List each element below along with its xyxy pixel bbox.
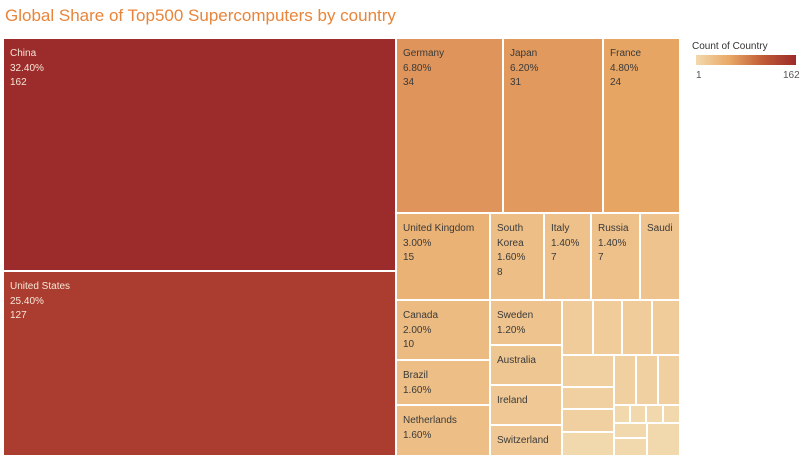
treemap-cell-small[interactable] bbox=[562, 409, 614, 432]
treemap-label-count: 7 bbox=[598, 252, 604, 263]
treemap-label-count: 31 bbox=[510, 77, 522, 88]
legend-max-label: 162 bbox=[783, 70, 800, 81]
treemap-cell-label: United Kingdom 3.00% 15 bbox=[403, 222, 474, 266]
treemap-cell-small[interactable] bbox=[630, 405, 646, 423]
treemap-label-name: Brazil bbox=[403, 370, 429, 381]
treemap-cell-germany[interactable]: Germany 6.80% 34 bbox=[396, 38, 503, 213]
treemap-cell-small[interactable] bbox=[562, 387, 614, 409]
treemap-label-count: 8 bbox=[497, 266, 503, 278]
treemap-label-name: Canada bbox=[403, 310, 439, 321]
treemap-cell-australia[interactable]: Australia bbox=[490, 345, 562, 385]
treemap-label-name: China bbox=[10, 48, 37, 59]
color-legend: Count of Country 1 162 bbox=[692, 41, 804, 81]
treemap-cell-label: South Korea 1.60% 8 bbox=[497, 222, 525, 280]
treemap-label-name: United Kingdom bbox=[403, 223, 475, 234]
treemap-label-share: 1.60% bbox=[403, 384, 432, 396]
treemap-label-share: 1.40% bbox=[598, 237, 627, 249]
treemap-label-name: Germany bbox=[403, 48, 445, 59]
treemap-label-count: 24 bbox=[610, 77, 622, 88]
treemap-cell-label: Canada 2.00% 10 bbox=[403, 309, 438, 353]
treemap-cell-united-kingdom[interactable]: United Kingdom 3.00% 15 bbox=[396, 213, 490, 300]
treemap-label-count: 34 bbox=[403, 77, 415, 88]
treemap-label-count: 162 bbox=[10, 77, 27, 88]
treemap-cell-label: Germany 6.80% 34 bbox=[403, 47, 444, 91]
treemap-cell-small[interactable] bbox=[562, 300, 593, 355]
treemap-label-name: United States bbox=[10, 281, 71, 292]
treemap-label-share: 2.00% bbox=[403, 324, 432, 336]
treemap-cell-small[interactable] bbox=[658, 355, 680, 405]
treemap-cell-label: China 32.40% 162 bbox=[10, 47, 44, 91]
treemap-label-share: 1.40% bbox=[551, 237, 580, 249]
treemap-cell-brazil[interactable]: Brazil 1.60% bbox=[396, 360, 490, 405]
treemap-label-name: Japan bbox=[510, 48, 538, 59]
treemap-label-name: South Korea bbox=[497, 223, 524, 249]
treemap-cell-small[interactable] bbox=[562, 355, 614, 387]
treemap-cell-south-korea[interactable]: South Korea 1.60% 8 bbox=[490, 213, 544, 300]
treemap-cell-label: Sweden 1.20% bbox=[497, 309, 533, 338]
treemap-label-share: 6.80% bbox=[403, 62, 432, 74]
treemap-label-name: Switzerland bbox=[497, 435, 549, 446]
treemap-cell-small[interactable] bbox=[663, 405, 680, 423]
treemap-label-name: Australia bbox=[497, 355, 536, 366]
treemap-cell-small[interactable] bbox=[562, 432, 614, 456]
treemap-label-name: Sweden bbox=[497, 310, 534, 321]
treemap-label-count: 10 bbox=[403, 339, 415, 350]
treemap-cell-small[interactable] bbox=[646, 405, 663, 423]
treemap-cell-small[interactable] bbox=[622, 300, 652, 355]
legend-min-label: 1 bbox=[696, 70, 702, 81]
treemap-cell-sweden[interactable]: Sweden 1.20% bbox=[490, 300, 562, 345]
treemap-label-name: Italy bbox=[551, 223, 570, 234]
treemap-cell-label: United States 25.40% 127 bbox=[10, 280, 70, 324]
treemap-cell-netherlands[interactable]: Netherlands 1.60% bbox=[396, 405, 490, 456]
treemap-cell-label: Saudi bbox=[647, 222, 673, 237]
treemap-cell-label: Netherlands 1.60% bbox=[403, 414, 457, 443]
treemap-label-count: 15 bbox=[403, 252, 415, 263]
treemap-label-name: Ireland bbox=[497, 395, 528, 406]
treemap-cell-label: Switzerland bbox=[497, 434, 549, 449]
treemap-label-share: 25.40% bbox=[10, 295, 44, 307]
treemap-cell-japan[interactable]: Japan 6.20% 31 bbox=[503, 38, 603, 213]
treemap-label-count: 127 bbox=[10, 310, 27, 321]
treemap-cell-small[interactable] bbox=[614, 438, 647, 456]
treemap-cell-united-states[interactable]: United States 25.40% 127 bbox=[3, 271, 396, 456]
treemap-cell-ireland[interactable]: Ireland bbox=[490, 385, 562, 425]
treemap-cell-france[interactable]: France 4.80% 24 bbox=[603, 38, 680, 213]
treemap-label-name: Netherlands bbox=[403, 415, 457, 426]
treemap-cell-label: Italy 1.40% 7 bbox=[551, 222, 579, 266]
treemap-cell-label: Ireland bbox=[497, 394, 528, 409]
treemap-label-share: 6.20% bbox=[510, 62, 539, 74]
legend-color-bar bbox=[696, 55, 796, 65]
treemap-label-share: 4.80% bbox=[610, 62, 639, 74]
treemap-cell-label: Brazil 1.60% bbox=[403, 369, 431, 398]
treemap-cell-china[interactable]: China 32.40% 162 bbox=[3, 38, 396, 271]
treemap-cell-label: Russia 1.40% 7 bbox=[598, 222, 629, 266]
treemap-cell-small[interactable] bbox=[652, 300, 680, 355]
treemap-cell-label: Australia bbox=[497, 354, 536, 369]
treemap-cell-canada[interactable]: Canada 2.00% 10 bbox=[396, 300, 490, 360]
treemap-cell-small[interactable] bbox=[614, 423, 647, 438]
treemap-label-share: 1.60% bbox=[497, 252, 526, 263]
treemap-cell-small[interactable] bbox=[647, 423, 680, 456]
chart-title: Global Share of Top500 Supercomputers by… bbox=[5, 6, 396, 25]
treemap-cell-label: Japan 6.20% 31 bbox=[510, 47, 538, 91]
treemap-label-share: 3.00% bbox=[403, 237, 432, 249]
treemap-cell-small[interactable] bbox=[593, 300, 622, 355]
treemap-label-count: 7 bbox=[551, 252, 557, 263]
treemap-cell-saudi[interactable]: Saudi bbox=[640, 213, 680, 300]
treemap-cell-small[interactable] bbox=[614, 405, 630, 423]
treemap-cell-italy[interactable]: Italy 1.40% 7 bbox=[544, 213, 591, 300]
treemap-label-name: France bbox=[610, 48, 642, 59]
treemap-label-name: Saudi bbox=[647, 223, 673, 234]
legend-title: Count of Country bbox=[692, 41, 768, 52]
treemap-cell-label: France 4.80% 24 bbox=[610, 47, 641, 91]
treemap-cell-switzerland[interactable]: Switzerland bbox=[490, 425, 562, 456]
treemap-label-share: 32.40% bbox=[10, 62, 44, 74]
treemap-label-share: 1.60% bbox=[403, 429, 432, 441]
treemap-cell-small[interactable] bbox=[614, 355, 636, 405]
treemap-cell-small[interactable] bbox=[636, 355, 658, 405]
treemap-cell-russia[interactable]: Russia 1.40% 7 bbox=[591, 213, 640, 300]
treemap-label-name: Russia bbox=[598, 223, 629, 234]
treemap-label-share: 1.20% bbox=[497, 324, 526, 336]
